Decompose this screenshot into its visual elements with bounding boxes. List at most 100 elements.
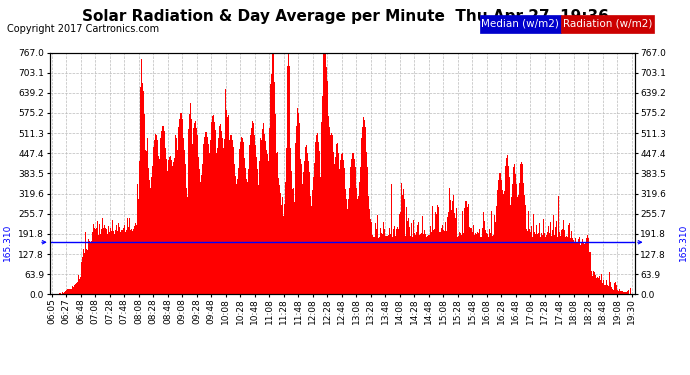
Bar (255, 146, 256, 294)
Bar (431, 237, 432, 294)
Bar (437, 205, 438, 294)
Bar (513, 167, 514, 294)
Bar (113, 231, 114, 294)
Bar (533, 214, 534, 294)
Bar (537, 234, 538, 294)
Bar (332, 135, 333, 294)
Bar (526, 229, 527, 294)
Bar (305, 147, 306, 294)
Bar (627, 291, 628, 294)
Bar (297, 108, 298, 294)
Bar (315, 142, 316, 294)
Bar (399, 237, 400, 294)
Bar (368, 196, 369, 294)
Bar (145, 118, 146, 294)
Bar (135, 223, 136, 294)
Bar (89, 242, 90, 294)
Bar (74, 285, 75, 294)
Bar (73, 288, 74, 294)
Bar (81, 259, 82, 294)
Bar (127, 225, 128, 294)
Bar (191, 119, 192, 294)
Bar (455, 218, 456, 294)
Bar (130, 230, 131, 294)
Bar (383, 231, 384, 294)
Bar (281, 204, 282, 294)
Bar (451, 213, 453, 294)
Bar (410, 236, 411, 294)
Bar (414, 233, 415, 294)
Bar (101, 235, 102, 294)
Bar (588, 238, 589, 294)
Bar (184, 150, 185, 294)
Bar (198, 146, 199, 294)
Bar (583, 243, 584, 294)
Bar (294, 201, 295, 294)
Bar (94, 232, 95, 294)
Bar (432, 206, 433, 294)
Bar (348, 199, 349, 294)
Bar (312, 202, 313, 294)
Bar (175, 136, 176, 294)
Bar (220, 124, 221, 294)
Bar (172, 173, 173, 294)
Bar (456, 208, 457, 294)
Bar (502, 198, 503, 294)
Bar (366, 152, 367, 294)
Bar (458, 236, 459, 294)
Bar (389, 228, 390, 294)
Bar (248, 157, 249, 294)
Bar (558, 196, 559, 294)
Bar (545, 237, 546, 294)
Bar (295, 143, 296, 294)
Bar (355, 177, 356, 294)
Bar (75, 284, 76, 294)
Bar (213, 116, 214, 294)
Bar (469, 230, 471, 294)
Bar (356, 188, 357, 294)
Bar (378, 237, 380, 294)
Bar (496, 206, 497, 294)
Bar (223, 148, 224, 294)
Bar (256, 157, 257, 294)
Bar (278, 178, 279, 294)
Bar (129, 218, 130, 294)
Bar (328, 117, 329, 294)
Bar (580, 245, 581, 294)
Bar (622, 291, 623, 294)
Bar (498, 180, 499, 294)
Bar (384, 229, 385, 294)
Bar (400, 211, 401, 294)
Bar (321, 122, 322, 294)
Bar (601, 283, 602, 294)
Bar (416, 218, 417, 294)
Text: 165.310: 165.310 (3, 224, 12, 261)
Bar (542, 215, 544, 294)
Bar (388, 236, 389, 294)
Bar (586, 238, 587, 294)
Bar (179, 118, 180, 294)
Bar (532, 237, 533, 294)
Bar (477, 232, 478, 294)
Bar (511, 197, 512, 294)
Bar (468, 204, 469, 294)
Bar (153, 147, 154, 294)
Bar (290, 148, 291, 294)
Bar (544, 233, 545, 294)
Text: 165.310: 165.310 (679, 224, 688, 261)
Bar (197, 135, 198, 294)
Bar (107, 234, 108, 294)
Bar (268, 160, 270, 294)
Bar (439, 213, 440, 294)
Bar (217, 148, 218, 294)
Bar (609, 272, 610, 294)
Bar (210, 130, 211, 294)
Bar (63, 292, 64, 294)
Bar (232, 140, 233, 294)
Bar (363, 120, 364, 294)
Bar (138, 199, 139, 294)
Bar (369, 209, 370, 294)
Bar (183, 127, 184, 294)
Bar (203, 153, 204, 294)
Bar (413, 232, 414, 294)
